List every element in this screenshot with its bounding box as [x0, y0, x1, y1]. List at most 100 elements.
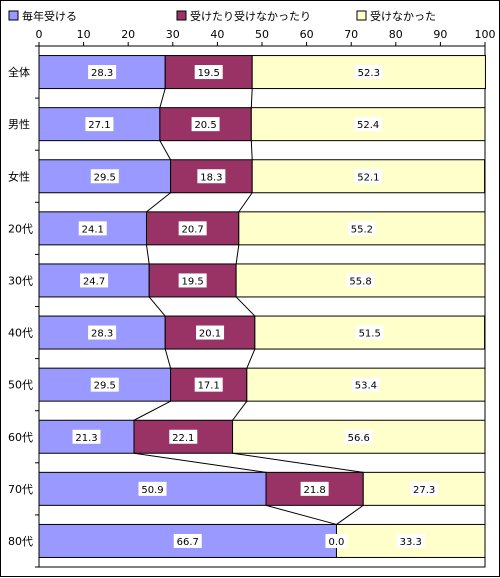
- x-tick-label: 30: [166, 28, 180, 41]
- category-label-1: 男性: [8, 117, 30, 131]
- series-line-0-4: [148, 296, 166, 317]
- data-label-bg: [178, 273, 207, 288]
- series-line-0-7: [133, 452, 267, 473]
- series-line-0-3: [145, 244, 150, 265]
- category-label-5: 40代: [8, 327, 33, 340]
- series-line-0-8: [265, 504, 337, 525]
- data-label-bg: [178, 221, 207, 236]
- x-tick-label: 10: [77, 28, 91, 41]
- data-label-0-1: 27.1: [88, 120, 110, 131]
- series-line-1-8: [336, 504, 364, 525]
- data-label-bg: [138, 481, 167, 496]
- x-tick-label: 90: [433, 28, 447, 41]
- series-line-1-3: [235, 244, 240, 265]
- data-label-1-7: 22.1: [172, 433, 194, 444]
- category-label-0: 全体: [8, 65, 30, 79]
- data-label-0-8: 50.9: [141, 485, 163, 496]
- x-tick-label: 50: [255, 28, 269, 41]
- data-label-1-9: 0.0: [329, 537, 345, 548]
- data-label-bg: [346, 273, 375, 288]
- legend-label-1: 受けたり受けなかったり: [190, 10, 311, 23]
- data-label-bg: [197, 169, 226, 184]
- series-line-1-5: [246, 348, 256, 369]
- category-label-8: 70代: [8, 483, 33, 496]
- data-label-0-4: 24.7: [83, 276, 105, 287]
- legend-label-0: 毎年受ける: [22, 9, 77, 23]
- data-label-2-4: 55.8: [349, 276, 371, 287]
- data-label-0-6: 29.5: [94, 381, 116, 392]
- data-label-bg: [173, 533, 202, 548]
- data-label-1-6: 17.1: [198, 381, 220, 392]
- data-label-0-7: 21.3: [75, 433, 97, 444]
- data-label-bg: [90, 169, 119, 184]
- data-label-1-5: 20.1: [199, 329, 221, 340]
- series-line-1-1: [250, 140, 253, 160]
- data-label-bg: [354, 65, 383, 80]
- legend-swatch-0: [8, 10, 19, 21]
- category-label-6: 50代: [8, 379, 33, 392]
- x-tick-label: 0: [36, 28, 43, 41]
- series-line-1-7: [232, 452, 364, 473]
- x-tick-label: 100: [475, 28, 496, 41]
- data-label-bg: [78, 221, 107, 236]
- data-label-bg: [351, 377, 380, 392]
- data-label-bg: [194, 377, 223, 392]
- data-label-2-1: 52.4: [357, 120, 379, 131]
- data-label-bg: [85, 117, 114, 132]
- data-label-2-7: 56.6: [348, 433, 370, 444]
- data-label-0-9: 66.7: [177, 537, 199, 548]
- category-label-4: 30代: [8, 274, 33, 287]
- legend-swatch-2: [356, 10, 367, 21]
- data-label-bg: [191, 117, 220, 132]
- bar-0-7: [38, 419, 135, 454]
- x-tick-label: 20: [121, 28, 135, 41]
- bar-2-5: [254, 315, 486, 350]
- data-label-bg: [355, 325, 384, 340]
- data-label-bg: [396, 533, 425, 548]
- legend-label-2: 受けなかった: [370, 10, 436, 23]
- series-line-0-0: [159, 88, 166, 108]
- series-line-0-5: [164, 348, 172, 369]
- data-label-bg: [347, 221, 376, 236]
- data-label-bg: [325, 533, 348, 548]
- data-label-2-2: 52.1: [357, 172, 379, 183]
- series-line-1-0: [250, 88, 253, 108]
- data-label-2-9: 33.3: [400, 537, 422, 548]
- data-label-2-0: 52.3: [358, 68, 380, 79]
- data-label-bg: [196, 325, 225, 340]
- data-label-0-2: 29.5: [94, 172, 116, 183]
- data-label-2-6: 53.4: [355, 381, 377, 392]
- category-label-7: 60代: [8, 431, 33, 444]
- data-label-0-0: 28.3: [91, 68, 113, 79]
- data-label-2-5: 51.5: [359, 329, 381, 340]
- series-line-1-2: [238, 192, 253, 213]
- data-label-1-0: 19.5: [198, 68, 220, 79]
- category-label-3: 20代: [8, 222, 33, 235]
- data-label-1-2: 18.3: [200, 172, 222, 183]
- data-label-1-8: 21.8: [303, 485, 325, 496]
- data-label-bg: [88, 325, 117, 340]
- data-label-bg: [344, 429, 373, 444]
- data-label-1-3: 20.7: [182, 224, 204, 235]
- x-tick-label: 80: [389, 28, 403, 41]
- x-tick-label: 60: [300, 28, 314, 41]
- data-label-bg: [72, 429, 101, 444]
- category-label-2: 女性: [8, 169, 30, 183]
- series-line-1-6: [232, 400, 248, 421]
- data-label-1-4: 19.5: [182, 276, 204, 287]
- category-label-9: 80代: [8, 535, 33, 548]
- data-label-0-5: 28.3: [91, 329, 113, 340]
- data-label-2-8: 27.3: [413, 485, 435, 496]
- series-line-0-6: [133, 400, 171, 421]
- data-label-bg: [354, 117, 383, 132]
- data-label-bg: [80, 273, 109, 288]
- x-tick-label: 40: [210, 28, 224, 41]
- x-tick-label: 70: [344, 28, 358, 41]
- data-label-bg: [194, 65, 223, 80]
- series-line-0-1: [159, 140, 172, 160]
- data-label-bg: [90, 377, 119, 392]
- data-label-2-3: 55.2: [351, 224, 373, 235]
- data-label-0-3: 24.1: [82, 224, 104, 235]
- data-label-bg: [354, 169, 383, 184]
